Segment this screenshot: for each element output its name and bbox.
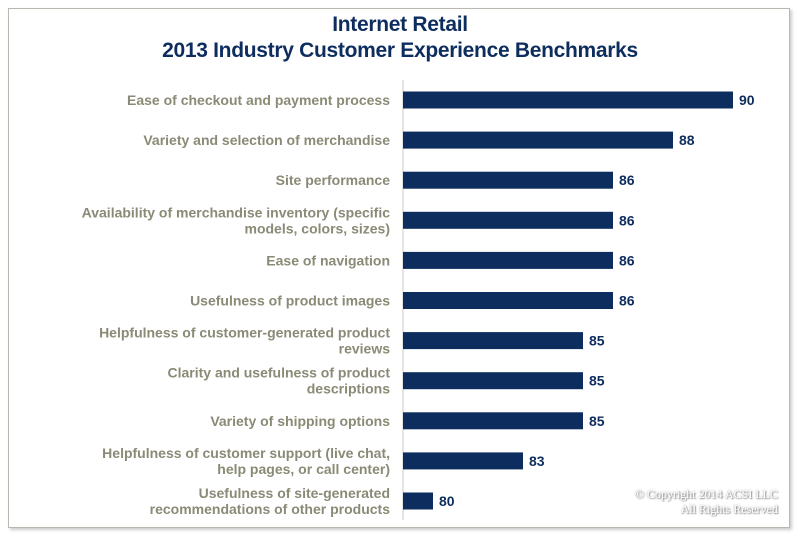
category-label: Helpfulness of customer support (live ch… xyxy=(102,445,390,477)
chart-subtitle: 2013 Industry Customer Experience Benchm… xyxy=(162,39,638,62)
chart-frame xyxy=(8,8,790,528)
bar xyxy=(403,131,673,149)
data-label: 90 xyxy=(739,92,755,108)
category-label: Usefulness of product images xyxy=(190,293,390,309)
category-label: Helpfulness of customer-generated produc… xyxy=(99,325,390,357)
bar xyxy=(403,211,613,229)
chart-title: Internet Retail xyxy=(332,13,468,36)
copyright-line: © Copyright 2014 ACSI LLC xyxy=(634,487,778,501)
bar xyxy=(403,292,613,309)
data-label: 83 xyxy=(529,453,545,469)
category-label: Usefulness of site-generated recommendati… xyxy=(150,485,391,517)
category-label: Variety and selection of merchandise xyxy=(143,132,390,148)
category-label: Site performance xyxy=(276,172,391,188)
bar xyxy=(403,412,583,430)
rights-line: All Rights Reserved xyxy=(680,502,778,516)
data-label: 86 xyxy=(619,172,635,188)
bar xyxy=(403,332,583,350)
bar xyxy=(403,251,613,269)
data-label: 86 xyxy=(619,252,635,268)
bar xyxy=(403,372,583,390)
bar xyxy=(403,492,433,510)
category-label: Ease of navigation xyxy=(266,252,390,268)
data-label: 85 xyxy=(589,373,605,389)
data-label: 88 xyxy=(679,132,695,148)
category-label: Variety of shipping options xyxy=(210,413,390,429)
category-label: Clarity and usefulness of product descrip… xyxy=(168,365,391,397)
bar xyxy=(403,91,733,109)
chart-title-block: Internet Retail 2013 Industry Customer E… xyxy=(0,12,800,64)
data-label: 80 xyxy=(439,493,455,509)
data-label: 86 xyxy=(619,212,635,228)
category-label: Ease of checkout and payment process xyxy=(127,92,390,108)
data-label: 85 xyxy=(589,333,605,349)
bar xyxy=(403,452,523,470)
data-label: 85 xyxy=(589,413,605,429)
bar xyxy=(403,171,613,189)
copyright-watermark: © Copyright 2014 ACSI LLC All Rights Res… xyxy=(635,487,778,517)
category-label: Availability of merchandise inventory (s… xyxy=(82,204,391,236)
data-label: 86 xyxy=(619,293,635,309)
